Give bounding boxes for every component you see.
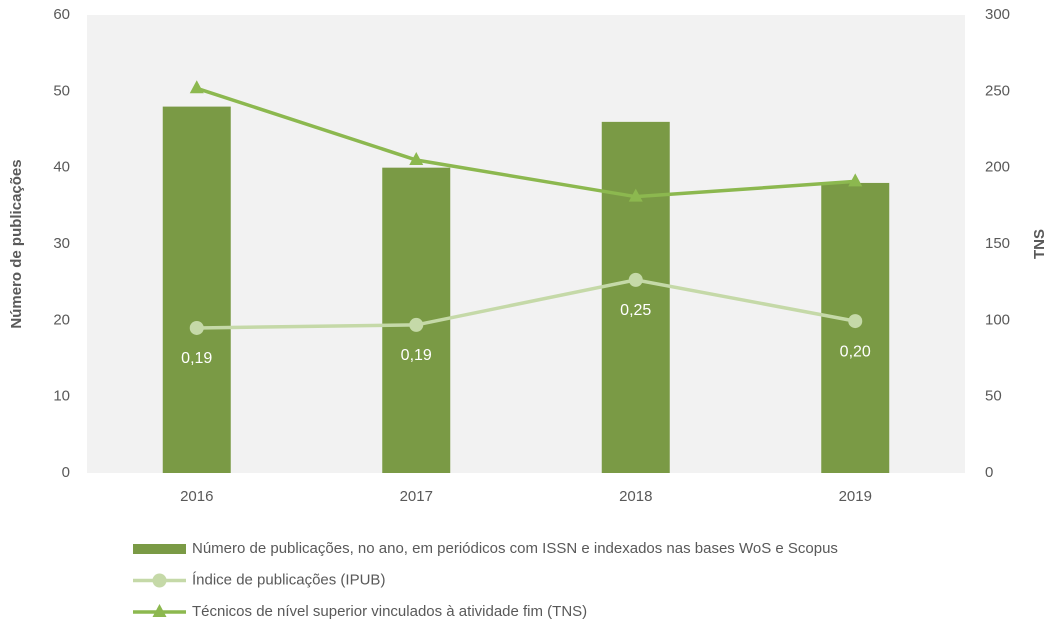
legend-marker bbox=[152, 604, 167, 617]
data-label: 0,25 bbox=[620, 302, 651, 319]
y2-tick-label: 100 bbox=[985, 311, 1010, 328]
line bbox=[196, 86, 856, 199]
point bbox=[189, 80, 204, 94]
x-tick-label: 2017 bbox=[400, 488, 433, 505]
legend-marker bbox=[152, 573, 167, 588]
y2-tick-label: 200 bbox=[985, 159, 1010, 176]
y2-tick-label: 150 bbox=[985, 235, 1010, 252]
line bbox=[196, 278, 856, 330]
y-tick-label: 0 bbox=[62, 464, 70, 481]
point bbox=[848, 314, 863, 329]
y-tick-label: 20 bbox=[53, 311, 70, 328]
legend-entry: Índice de publicações (IPUB) bbox=[133, 571, 385, 588]
point bbox=[628, 188, 643, 202]
y2-axis-title: TNS bbox=[1031, 229, 1048, 259]
data-label: 0,19 bbox=[401, 347, 432, 364]
point bbox=[409, 152, 424, 166]
data-label: 0,19 bbox=[181, 350, 212, 367]
data-label: 0,20 bbox=[840, 343, 871, 360]
y-tick-label: 40 bbox=[53, 159, 70, 176]
legend-label: Técnicos de nível superior vinculados à … bbox=[192, 603, 587, 620]
y-tick-label: 60 bbox=[53, 6, 70, 23]
y-tick-label: 30 bbox=[53, 235, 70, 252]
y2-tick-label: 250 bbox=[985, 82, 1010, 99]
y-axis-title: Número de publicações bbox=[8, 159, 25, 328]
legend-entry: Técnicos de nível superior vinculados à … bbox=[133, 603, 587, 620]
x-tick-label: 2018 bbox=[619, 488, 652, 505]
y2-tick-label: 50 bbox=[985, 388, 1002, 405]
y2-tick-label: 0 bbox=[985, 464, 993, 481]
legend-entry: Número de publicações, no ano, em periód… bbox=[133, 540, 838, 557]
y-tick-label: 10 bbox=[53, 388, 70, 405]
point bbox=[628, 272, 643, 287]
legend-label: Índice de publicações (IPUB) bbox=[192, 571, 385, 588]
y-tick-label: 50 bbox=[53, 82, 70, 99]
y2-tick-label: 300 bbox=[985, 6, 1010, 23]
x-tick-label: 2016 bbox=[180, 488, 213, 505]
x-tick-label: 2019 bbox=[839, 488, 872, 505]
plot-background bbox=[87, 15, 965, 473]
legend-swatch bbox=[133, 544, 186, 554]
point bbox=[848, 173, 863, 187]
bar bbox=[162, 106, 231, 473]
legend-label: Número de publicações, no ano, em periód… bbox=[192, 540, 838, 557]
bar bbox=[601, 121, 670, 473]
point bbox=[409, 317, 424, 332]
point bbox=[189, 320, 204, 335]
